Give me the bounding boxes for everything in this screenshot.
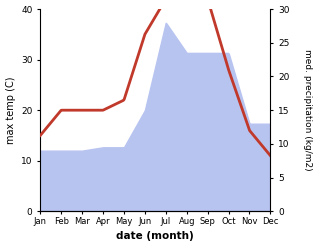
X-axis label: date (month): date (month) [116,231,194,242]
Y-axis label: med. precipitation (kg/m2): med. precipitation (kg/m2) [303,49,313,171]
Y-axis label: max temp (C): max temp (C) [5,76,16,144]
